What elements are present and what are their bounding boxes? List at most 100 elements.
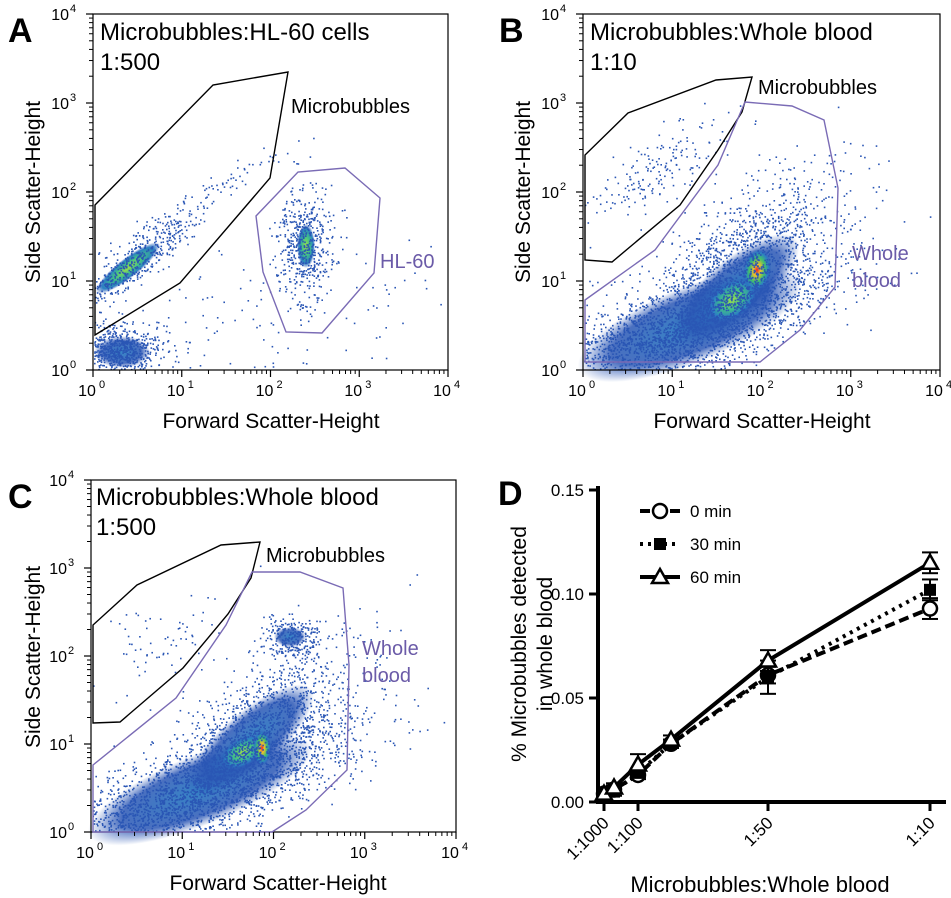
b-y-tick-exp: 2 bbox=[560, 181, 566, 193]
a-y-tick-label: 10 bbox=[51, 274, 69, 291]
b-y-tick-exp: 4 bbox=[560, 3, 566, 15]
d-legend: 0 min 30 min 60 min bbox=[640, 502, 741, 587]
y-axis-label-a: Side Scatter-Height bbox=[22, 101, 45, 283]
gate-label-whole-c-line1: Whole bbox=[362, 638, 419, 660]
y-axis-label-b: Side Scatter-Height bbox=[512, 101, 535, 283]
d-series-line-0 bbox=[603, 606, 931, 796]
a-x-tick-exp: 0 bbox=[99, 379, 105, 391]
c-y-tick-label: 10 bbox=[49, 561, 67, 578]
a-y-tick-label: 10 bbox=[51, 185, 69, 202]
panel-a: A Microbubbles:HL-60 cells 1:500 Microbu… bbox=[8, 3, 460, 433]
sparse-dots-a bbox=[98, 137, 315, 259]
d-x-tick-label: 1:100 bbox=[603, 813, 647, 857]
d-y-tick-label: 0.05 bbox=[551, 689, 584, 708]
c-x-tick-exp: 3 bbox=[371, 841, 377, 853]
debris-dots-a bbox=[94, 301, 206, 371]
c-y-tick-exp: 4 bbox=[68, 469, 74, 481]
gate-label-microbubbles-b: Microbubbles bbox=[758, 77, 877, 99]
d-y-tick-label: 0.15 bbox=[551, 481, 584, 500]
c-y-tick-exp: 0 bbox=[68, 821, 74, 833]
b-y-tick-label: 10 bbox=[541, 274, 559, 291]
a-x-tick-label: 10 bbox=[256, 383, 274, 400]
b-x-tick-label: 10 bbox=[568, 383, 586, 400]
panel-c: C Microbubbles:Whole blood 1:500 Microbu… bbox=[8, 469, 468, 895]
c-y-tick-label: 10 bbox=[49, 473, 67, 490]
c-y-tick-label: 10 bbox=[49, 825, 67, 842]
microbubbles-gate-a bbox=[94, 71, 289, 337]
b-y-tick-exp: 0 bbox=[560, 359, 566, 371]
d-legend-label-1: 30 min bbox=[690, 535, 741, 554]
density-cloud-c bbox=[87, 565, 446, 846]
panel-letter-d: D bbox=[498, 475, 523, 513]
axes-b: 10 010 010 110 110 210 210 310 310 410 4 bbox=[541, 3, 951, 400]
d-point-series-0 bbox=[921, 600, 939, 617]
gate-label-whole-c-line2: blood bbox=[362, 665, 411, 687]
d-series bbox=[593, 551, 941, 802]
b-y-tick-exp: 3 bbox=[560, 92, 566, 104]
a-x-tick-exp: 3 bbox=[365, 379, 371, 391]
c-x-tick-exp: 2 bbox=[280, 841, 286, 853]
panel-letter-c: C bbox=[8, 478, 33, 516]
a-x-tick-label: 10 bbox=[167, 383, 185, 400]
a-y-tick-label: 10 bbox=[51, 96, 69, 113]
d-x-tick-label: 1:50 bbox=[740, 813, 777, 850]
a-x-tick-exp: 1 bbox=[188, 379, 194, 391]
d-point-series-1 bbox=[924, 583, 936, 596]
d-y-axis-label-line2: in whole blood bbox=[534, 577, 557, 711]
microbubbles-gate-c bbox=[92, 541, 261, 724]
a-y-tick-label: 10 bbox=[51, 363, 69, 380]
d-legend-label-0: 0 min bbox=[690, 502, 732, 521]
b-x-tick-exp: 3 bbox=[857, 379, 863, 391]
gate-label-whole-b-line2: blood bbox=[852, 270, 901, 292]
d-point-series-2 bbox=[627, 754, 649, 772]
streak-dots-a bbox=[94, 202, 213, 314]
c-x-tick-label: 10 bbox=[441, 845, 459, 862]
b-x-tick-exp: 2 bbox=[768, 379, 774, 391]
d-x-axis-label: Microbubbles:Whole blood bbox=[630, 872, 889, 897]
axes-c: 10 010 010 110 110 210 210 310 310 410 4 bbox=[49, 469, 468, 862]
c-y-tick-exp: 1 bbox=[68, 733, 74, 745]
a-y-tick-exp: 2 bbox=[70, 181, 76, 193]
a-x-tick-exp: 2 bbox=[277, 379, 283, 391]
hl60-dots-a bbox=[269, 156, 348, 326]
a-y-tick-label: 10 bbox=[51, 7, 69, 24]
panel-title-a-line2: 1:500 bbox=[100, 49, 160, 76]
c-y-tick-exp: 2 bbox=[68, 645, 74, 657]
d-point-series-2 bbox=[757, 650, 779, 668]
c-x-tick-label: 10 bbox=[76, 845, 94, 862]
b-x-tick-label: 10 bbox=[657, 383, 675, 400]
gate-label-hl60-a: HL-60 bbox=[380, 251, 434, 273]
gate-label-microbubbles-c: Microbubbles bbox=[266, 545, 385, 567]
panel-title-b-line1: Microbubbles:Whole blood bbox=[590, 19, 873, 46]
density-cloud-b bbox=[577, 102, 932, 383]
c-x-tick-label: 10 bbox=[259, 845, 277, 862]
b-y-tick-label: 10 bbox=[541, 96, 559, 113]
b-x-tick-exp: 1 bbox=[678, 379, 684, 391]
b-x-tick-label: 10 bbox=[747, 383, 765, 400]
panel-letter-b: B bbox=[499, 12, 524, 50]
y-axis-label-c: Side Scatter-Height bbox=[22, 566, 45, 748]
cluster-dots-c bbox=[248, 604, 330, 671]
diag-dots-b bbox=[597, 106, 890, 371]
whole-blood-gate-c bbox=[92, 571, 350, 833]
a-y-tick-exp: 0 bbox=[70, 359, 76, 371]
x-axis-label-a: Forward Scatter-Height bbox=[162, 410, 379, 433]
panel-title-b-line2: 1:10 bbox=[590, 49, 637, 76]
d-point-series-2 bbox=[603, 776, 625, 795]
microbubble-dots-c bbox=[93, 565, 262, 704]
d-legend-marker-0 bbox=[651, 502, 669, 520]
microbubble-dots-b bbox=[584, 102, 757, 249]
whole-blood-gate-b bbox=[584, 101, 839, 363]
a-y-tick-exp: 3 bbox=[70, 92, 76, 104]
b-y-tick-exp: 1 bbox=[560, 270, 566, 282]
a-x-tick-label: 10 bbox=[78, 383, 96, 400]
a-y-tick-exp: 1 bbox=[70, 270, 76, 282]
a-x-tick-label: 10 bbox=[344, 383, 362, 400]
gate-label-microbubbles-a: Microbubbles bbox=[291, 96, 410, 118]
d-y-tick-label: 0.00 bbox=[551, 793, 584, 812]
c-y-tick-label: 10 bbox=[49, 649, 67, 666]
d-x-tick-label: 1:10 bbox=[902, 813, 939, 850]
d-point-series-2 bbox=[660, 729, 682, 747]
